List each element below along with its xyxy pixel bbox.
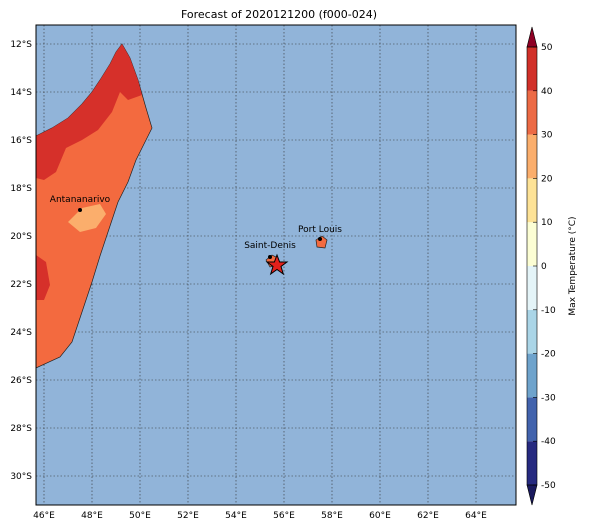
- city-label: Saint-Denis: [244, 241, 296, 251]
- lat-label: 18°S: [10, 184, 32, 194]
- forecast-point: [265, 253, 289, 276]
- colorbar-tick-label: -20: [541, 350, 556, 360]
- colorbar: -50 -40 -30 -20 -10 0 10 20 30 40 50: [526, 26, 556, 506]
- lon-label: 64°E: [465, 511, 487, 521]
- lon-label: 46°E: [33, 511, 55, 521]
- lon-label: 58°E: [321, 511, 343, 521]
- madagascar-hot: [36, 255, 50, 300]
- lon-label: 48°E: [81, 511, 103, 521]
- lat-label: 30°S: [10, 472, 32, 482]
- colorbar-bin: [527, 441, 537, 485]
- colorbar-bin: [527, 47, 537, 91]
- lat-label: 28°S: [10, 424, 32, 434]
- lat-label: 26°S: [10, 376, 32, 386]
- colorbar-bin: [527, 397, 537, 442]
- lat-label: 24°S: [10, 328, 32, 338]
- colorbar-tick-label: -50: [541, 481, 556, 491]
- madagascar-hot: [36, 44, 142, 180]
- colorbar-tick-label: 50: [541, 43, 553, 53]
- colorbar-label: Max Temperature (°C): [568, 216, 578, 315]
- lat-label: 14°S: [10, 88, 32, 98]
- colorbar-bin: [527, 178, 537, 223]
- lon-label: 52°E: [177, 511, 199, 521]
- lon-label: 60°E: [369, 511, 391, 521]
- colorbar-tick-label: 10: [541, 218, 553, 228]
- colorbar-tick-label: 20: [541, 174, 553, 184]
- colorbar-bin: [527, 353, 537, 398]
- city-label: Antananarivo: [50, 195, 111, 205]
- city-label: Port Louis: [298, 225, 342, 235]
- colorbar-bin: [527, 90, 537, 135]
- colorbar-bin: [527, 309, 537, 354]
- lon-label: 54°E: [225, 511, 247, 521]
- colorbar-tick-label: 40: [541, 87, 553, 97]
- colorbar-over: [526, 26, 538, 48]
- graticule: [36, 25, 516, 505]
- map-title: Forecast of 2020121200 (f000-024): [181, 8, 377, 21]
- lon-label: 50°E: [129, 511, 151, 521]
- map-frame: [35, 24, 517, 506]
- colorbar-under: [526, 484, 538, 506]
- lat-label: 22°S: [10, 280, 32, 290]
- colorbar-tick-label: -10: [541, 306, 556, 316]
- colorbar-tick-label: 30: [541, 131, 553, 141]
- highlands: [68, 204, 106, 232]
- colorbar-tick-label: -30: [541, 393, 556, 403]
- city-dot: [78, 208, 82, 212]
- colorbar-bin: [527, 266, 537, 310]
- lat-label: 16°S: [10, 136, 32, 146]
- lat-label: 12°S: [10, 40, 32, 50]
- colorbar-bin: [527, 134, 537, 179]
- colorbar-tick-label: 0: [541, 262, 547, 272]
- colorbar-bin: [527, 222, 537, 266]
- lon-label: 56°E: [273, 511, 295, 521]
- lon-label: 62°E: [417, 511, 439, 521]
- colorbar-tick-label: -40: [541, 437, 556, 447]
- lat-label: 20°S: [10, 232, 32, 242]
- city-dot: [318, 237, 322, 241]
- city-dot: [268, 255, 272, 259]
